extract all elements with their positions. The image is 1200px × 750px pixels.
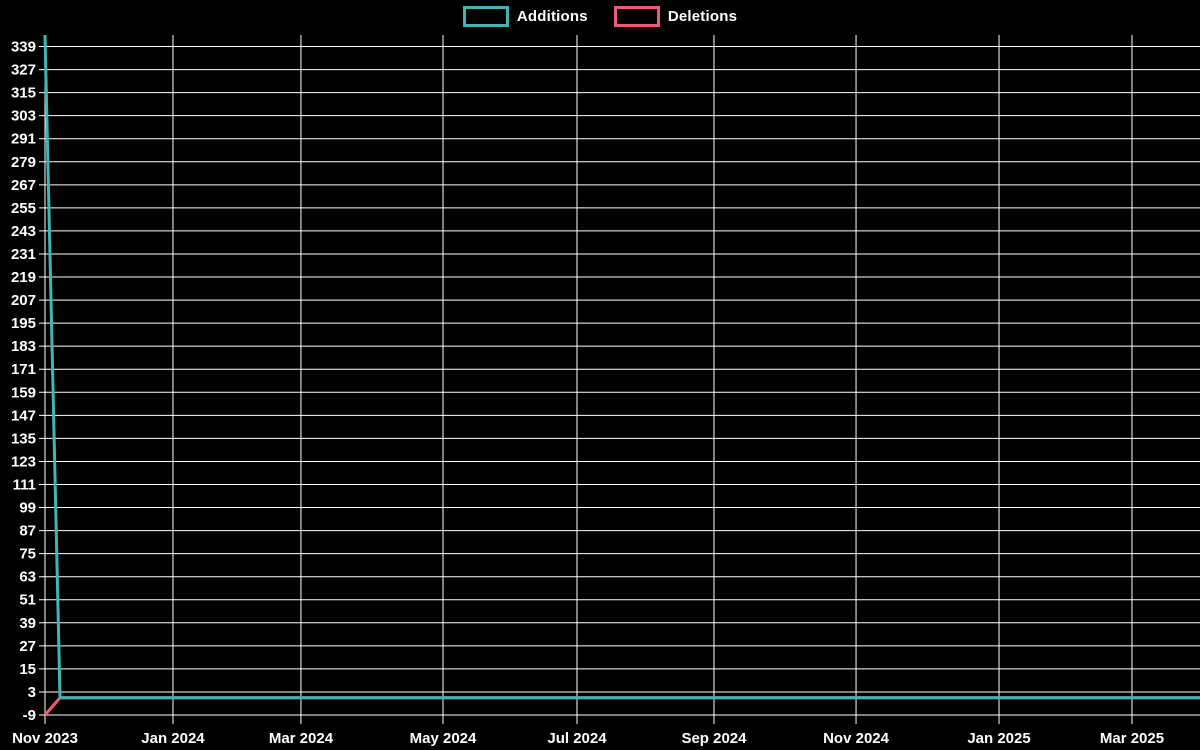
x-tick-label: Nov 2024 [823,730,890,747]
x-tick-label: Sep 2024 [681,730,747,747]
y-tick-label: 219 [11,269,36,286]
x-gridlines [44,35,1133,724]
y-tick-label: 147 [11,407,36,424]
y-tick-labels: 3393273153032912792672552432312192071951… [11,39,36,724]
y-tick-label: 51 [19,592,36,609]
x-tick-label: Mar 2025 [1100,730,1164,747]
y-tick-label: 279 [11,154,36,171]
y-tick-label: 195 [11,315,36,332]
chart-legend: Additions Deletions [0,6,1200,27]
deletions-line [43,696,1200,716]
y-tick-label: 255 [11,200,36,217]
y-tick-label: 339 [11,39,36,56]
y-tick-label: 15 [19,661,36,678]
y-tick-label: 123 [11,453,36,470]
legend-item-additions: Additions [462,6,588,27]
y-tick-label: 87 [19,523,36,540]
y-tick-label: 63 [19,569,36,586]
x-tick-label: Jan 2024 [141,730,205,747]
y-tick-label: 267 [11,177,36,194]
legend-swatch-additions [462,6,509,27]
y-tick-label: -9 [23,707,36,724]
y-tick-label: 75 [19,546,36,563]
x-tick-label: Nov 2023 [12,730,78,747]
x-tick-label: May 2024 [410,730,477,747]
legend-item-deletions: Deletions [613,6,738,27]
legend-label: Deletions [667,8,738,25]
y-tick-label: 159 [11,384,36,401]
y-gridlines [39,46,1200,716]
y-tick-label: 39 [19,615,36,632]
x-tick-label: Jul 2024 [547,730,607,747]
x-tick-label: Jan 2025 [967,730,1030,747]
y-tick-label: 315 [11,85,36,102]
x-tick-label: Mar 2024 [269,730,334,747]
additions-line [43,34,1200,700]
legend-label: Additions [516,8,588,25]
y-tick-label: 27 [19,638,36,655]
y-tick-label: 135 [11,430,36,447]
y-tick-label: 327 [11,62,36,79]
y-tick-label: 303 [11,108,36,125]
y-tick-label: 183 [11,338,36,355]
y-tick-label: 207 [11,292,36,309]
x-tick-labels: Nov 2023 Jan 2024 Mar 2024 May 2024 Jul 2024… [12,730,1164,747]
y-tick-label: 231 [11,246,36,263]
y-tick-label: 171 [11,361,36,378]
y-tick-label: 291 [11,131,36,148]
y-tick-label: 111 [13,476,36,493]
y-tick-label: 3 [28,684,36,701]
series-lines [43,34,1200,716]
legend-swatch-deletions [613,6,660,27]
y-tick-label: 99 [19,500,36,517]
y-tick-label: 243 [11,223,36,240]
